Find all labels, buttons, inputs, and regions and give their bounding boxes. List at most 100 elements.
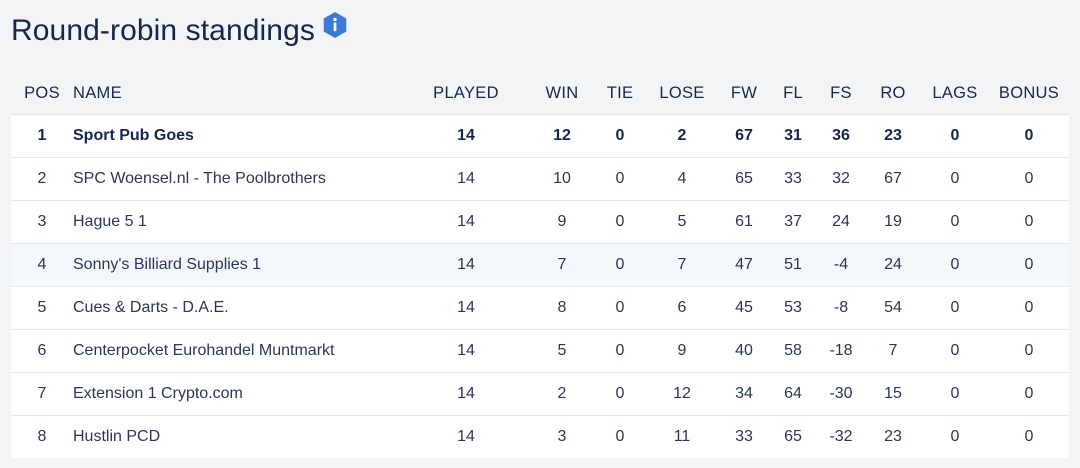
cell-win: 12 (553, 127, 571, 144)
page-header: Round-robin standings (11, 8, 348, 54)
cell-fw: 65 (735, 170, 753, 187)
cell-fw: 33 (735, 428, 753, 445)
cell-bonus: 0 (1024, 127, 1034, 144)
standings-table: POS NAME PLAYED WIN TIE LOSE FW FL FS RO… (11, 72, 1069, 458)
cell-played: 14 (457, 256, 475, 273)
cell-name: Sonny's Billiard Supplies 1 (73, 256, 262, 273)
cell-bonus: 0 (1024, 213, 1034, 230)
cell-bonus: 0 (1024, 256, 1034, 273)
cell-bonus: 0 (1024, 299, 1034, 316)
cell-pos: 8 (37, 428, 47, 445)
cell-name: Centerpocket Eurohandel Muntmarkt (73, 342, 335, 359)
table-row: 7 Extension 1 Crypto.com 14 2 0 12 34 64… (11, 372, 1069, 416)
cell-fs: -4 (833, 256, 849, 273)
cell-played: 14 (457, 385, 475, 402)
col-header-played: PLAYED (403, 72, 529, 115)
cell-name: Cues & Darts - D.A.E. (73, 299, 229, 316)
cell-played: 14 (457, 213, 475, 230)
cell-fw: 45 (735, 299, 753, 316)
cell-win: 5 (557, 342, 567, 359)
cell-played: 14 (457, 127, 475, 144)
cell-pos: 6 (37, 342, 47, 359)
cell-fl: 53 (784, 299, 802, 316)
cell-fw: 34 (735, 385, 753, 402)
cell-lose: 4 (677, 170, 687, 187)
cell-tie: 0 (615, 213, 625, 230)
cell-pos: 2 (37, 170, 47, 187)
col-header-fl: FL (769, 72, 817, 115)
table-row: 2 SPC Woensel.nl - The Poolbrothers 14 1… (11, 157, 1069, 201)
col-header-fw: FW (719, 72, 769, 115)
cell-bonus: 0 (1024, 342, 1034, 359)
col-header-win: WIN (529, 72, 595, 115)
cell-lags: 0 (950, 299, 960, 316)
cell-fw: 47 (735, 256, 753, 273)
cell-ro: 23 (884, 428, 902, 445)
cell-name: Hustlin PCD (73, 428, 161, 445)
cell-played: 14 (457, 342, 475, 359)
table-row: 4 Sonny's Billiard Supplies 1 14 7 0 7 4… (11, 243, 1069, 287)
cell-lags: 0 (950, 342, 960, 359)
cell-name: SPC Woensel.nl - The Poolbrothers (73, 170, 326, 187)
cell-fl: 37 (784, 213, 802, 230)
col-header-pos: POS (11, 72, 73, 115)
table-row: 6 Centerpocket Eurohandel Muntmarkt 14 5… (11, 329, 1069, 373)
cell-lags: 0 (950, 213, 960, 230)
cell-bonus: 0 (1024, 170, 1034, 187)
col-header-fs: FS (817, 72, 865, 115)
cell-name: Hague 5 1 (73, 213, 147, 230)
info-icon[interactable] (322, 11, 348, 39)
cell-lags: 0 (950, 256, 960, 273)
cell-ro: 54 (884, 299, 902, 316)
cell-lose: 12 (673, 385, 691, 402)
cell-fs: 36 (832, 127, 850, 144)
cell-name: Extension 1 Crypto.com (73, 385, 243, 402)
cell-lose: 11 (673, 428, 691, 445)
cell-lags: 0 (950, 170, 960, 187)
cell-fs: -30 (829, 385, 853, 402)
cell-bonus: 0 (1024, 428, 1034, 445)
cell-tie: 0 (615, 299, 625, 316)
cell-ro: 67 (884, 170, 902, 187)
cell-win: 9 (557, 213, 567, 230)
table-row: 1 Sport Pub Goes 14 12 0 2 67 31 36 23 0… (11, 114, 1069, 158)
cell-fs: 24 (832, 213, 850, 230)
cell-pos: 5 (37, 299, 47, 316)
cell-tie: 0 (615, 256, 625, 273)
table-row: 8 Hustlin PCD 14 3 0 11 33 65 -32 23 0 0 (11, 415, 1069, 458)
cell-fl: 51 (784, 256, 802, 273)
cell-ro: 19 (884, 213, 902, 230)
col-header-lose: LOSE (645, 72, 719, 115)
cell-fl: 64 (784, 385, 802, 402)
cell-win: 10 (553, 170, 571, 187)
cell-name: Sport Pub Goes (73, 127, 194, 144)
cell-fs: -18 (829, 342, 853, 359)
cell-fs: -8 (833, 299, 849, 316)
cell-tie: 0 (615, 127, 625, 144)
cell-bonus: 0 (1024, 385, 1034, 402)
cell-tie: 0 (615, 342, 625, 359)
cell-lags: 0 (950, 428, 960, 445)
page-title: Round-robin standings (11, 14, 315, 47)
cell-fw: 40 (735, 342, 753, 359)
col-header-name: NAME (73, 72, 403, 115)
cell-win: 8 (557, 299, 567, 316)
cell-fl: 33 (784, 170, 802, 187)
cell-win: 2 (557, 385, 567, 402)
cell-lags: 0 (950, 127, 960, 144)
col-header-lags: LAGS (921, 72, 989, 115)
cell-fl: 58 (784, 342, 802, 359)
cell-played: 14 (457, 170, 475, 187)
cell-win: 7 (557, 256, 567, 273)
cell-pos: 3 (37, 213, 47, 230)
cell-lose: 2 (677, 127, 687, 144)
cell-fs: -32 (829, 428, 853, 445)
col-header-ro: RO (865, 72, 921, 115)
cell-lose: 7 (677, 256, 687, 273)
cell-pos: 1 (37, 127, 47, 144)
table-header-row: POS NAME PLAYED WIN TIE LOSE FW FL FS RO… (11, 72, 1069, 115)
cell-ro: 7 (888, 342, 898, 359)
cell-fl: 31 (784, 127, 802, 144)
cell-tie: 0 (615, 170, 625, 187)
col-header-tie: TIE (595, 72, 645, 115)
